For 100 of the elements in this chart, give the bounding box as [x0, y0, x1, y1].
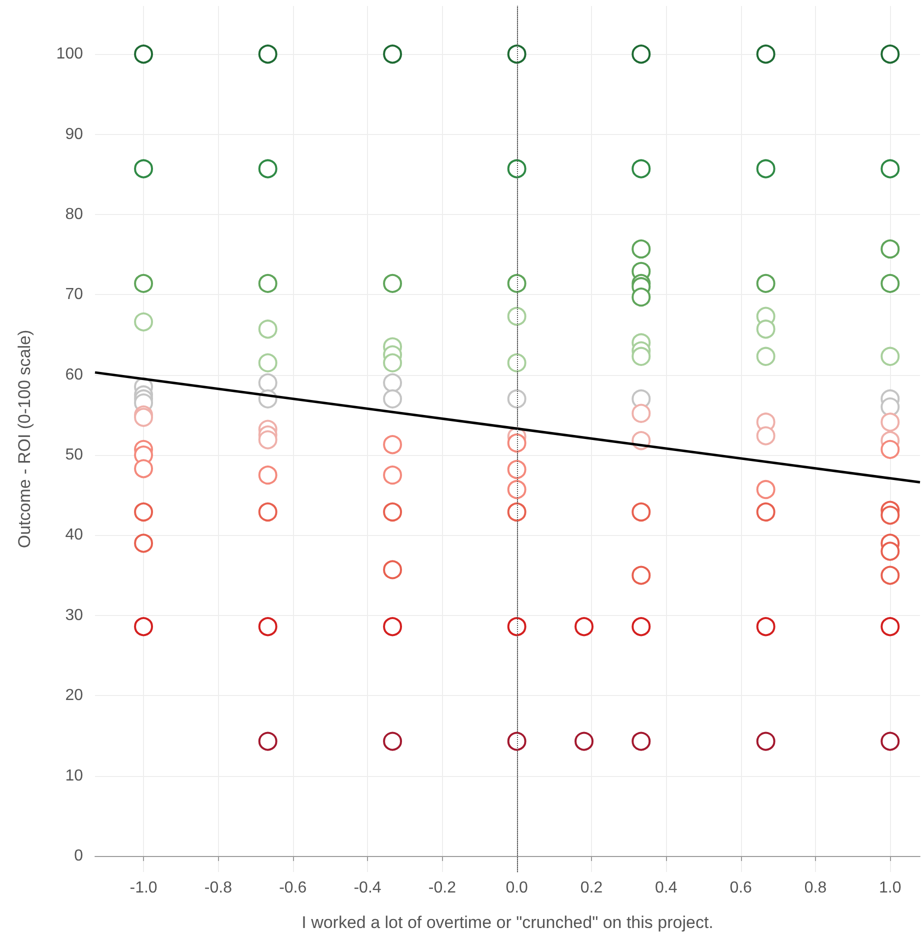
x-tick-label: 0.8 — [804, 880, 827, 896]
x-tick-label: 0.4 — [655, 880, 678, 896]
y-tick-label: 20 — [65, 687, 84, 704]
point — [258, 44, 278, 64]
point — [383, 274, 402, 293]
x-tick-label: 0.2 — [580, 880, 603, 896]
point — [880, 542, 900, 561]
x-tick-label: 0.0 — [506, 880, 528, 896]
point — [756, 732, 776, 751]
point — [632, 44, 651, 64]
point — [258, 732, 278, 751]
point — [880, 412, 900, 432]
y-tick-label: 90 — [65, 126, 84, 143]
point — [756, 320, 776, 339]
point — [134, 534, 154, 553]
point — [880, 506, 900, 525]
point — [507, 44, 526, 64]
point — [880, 617, 900, 636]
x-tick-label: 1.0 — [879, 880, 902, 896]
point — [383, 732, 402, 751]
y-tick-label: 0 — [74, 847, 84, 864]
point — [756, 480, 776, 500]
y-tick-label: 60 — [65, 366, 84, 384]
point — [258, 353, 278, 372]
point — [134, 44, 154, 64]
point — [258, 159, 278, 178]
x-tick-label: -1.0 — [130, 880, 158, 896]
point — [880, 239, 900, 258]
point — [258, 430, 278, 450]
point — [383, 373, 402, 392]
point — [134, 159, 154, 178]
point — [507, 306, 526, 326]
point — [880, 397, 900, 416]
point — [632, 566, 651, 585]
point — [632, 159, 651, 178]
point — [258, 466, 278, 485]
point — [507, 480, 526, 500]
y-tick-label: 80 — [65, 206, 84, 223]
point — [383, 435, 402, 454]
point — [383, 502, 402, 522]
point — [756, 274, 776, 293]
x-tick-label: -0.8 — [204, 880, 232, 896]
point — [507, 434, 526, 453]
point — [880, 159, 900, 178]
point — [632, 239, 651, 258]
point — [383, 560, 402, 580]
point — [507, 159, 526, 178]
point — [258, 617, 278, 636]
point — [632, 346, 651, 366]
point — [134, 408, 154, 427]
y-tick-label: 30 — [65, 606, 84, 624]
point — [880, 440, 900, 459]
point — [756, 617, 776, 636]
point — [383, 389, 402, 408]
point — [880, 346, 900, 366]
y-axis-title: Outcome - ROI (0-100 scale) — [15, 330, 34, 548]
point — [756, 346, 776, 366]
y-tick-label: 70 — [65, 286, 84, 304]
point — [507, 732, 526, 751]
point — [134, 312, 154, 332]
point — [880, 566, 900, 585]
point — [258, 274, 278, 293]
y-tick-label: 50 — [65, 446, 84, 464]
point — [632, 617, 651, 636]
y-tick-label: 40 — [65, 526, 84, 544]
point — [574, 617, 594, 636]
point — [632, 732, 651, 751]
point — [258, 373, 278, 392]
point — [756, 44, 776, 64]
point — [134, 502, 154, 522]
point — [880, 44, 900, 64]
point — [507, 274, 526, 293]
y-tick-label: 100 — [56, 46, 84, 63]
point — [632, 502, 651, 522]
point — [756, 502, 776, 522]
point — [507, 502, 526, 522]
x-tick-label: 0.6 — [730, 880, 752, 896]
x-tick-label: -0.2 — [428, 880, 456, 896]
point — [507, 460, 526, 479]
x-tick-label: -0.6 — [279, 880, 307, 896]
point — [632, 404, 651, 423]
point — [383, 353, 402, 372]
point — [383, 466, 402, 485]
point — [632, 288, 651, 307]
point — [134, 274, 154, 293]
point — [756, 426, 776, 446]
point — [574, 732, 594, 751]
point — [880, 732, 900, 751]
point — [134, 459, 154, 478]
x-tick-label: -0.4 — [354, 880, 382, 896]
point — [507, 389, 526, 408]
point — [383, 617, 402, 636]
point — [258, 320, 278, 339]
point — [134, 617, 154, 636]
point — [507, 617, 526, 636]
point — [507, 353, 526, 372]
point — [756, 159, 776, 178]
point — [880, 274, 900, 293]
x-axis-title: I worked a lot of overtime or "crunched" on this project. — [302, 913, 714, 932]
point — [258, 502, 278, 522]
